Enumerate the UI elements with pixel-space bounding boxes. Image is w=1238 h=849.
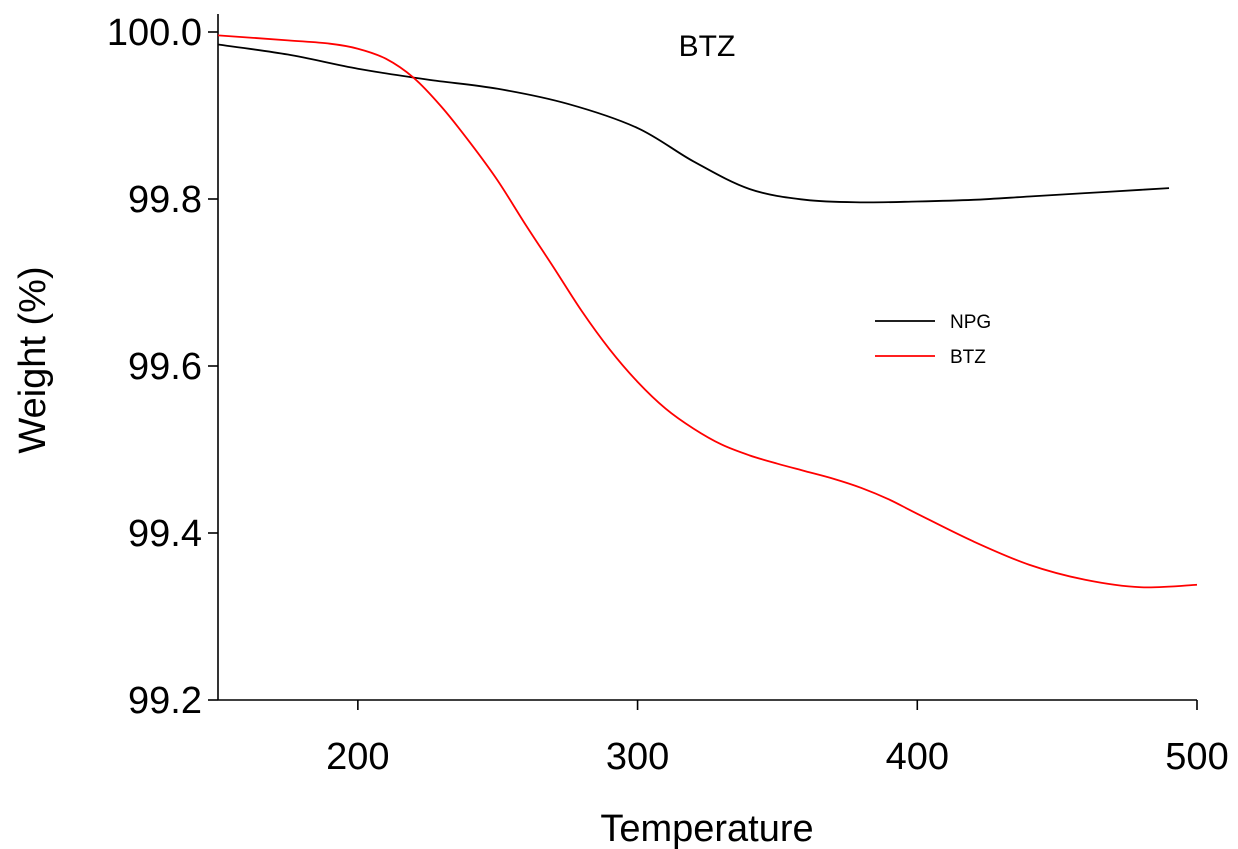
y-axis-title: Weight (%) [12,266,54,453]
legend-label-npg: NPG [950,312,991,333]
x-tick-label: 200 [326,736,389,778]
legend: NPG BTZ [875,312,991,368]
chart-title: BTZ [679,30,736,63]
plot-area: 99.2 99.4 99.6 99.8 100.0 200 300 400 500 [107,12,1229,778]
y-tick-label: 100.0 [107,12,202,54]
x-tick-label: 300 [606,736,669,778]
y-tick-label: 99.4 [128,513,202,555]
x-axis-title: Temperature [600,808,813,849]
y-tick-label: 99.6 [128,346,202,388]
y-ticks: 99.2 99.4 99.6 99.8 100.0 [107,12,218,722]
x-tick-label: 400 [886,736,949,778]
x-tick-label: 500 [1165,736,1228,778]
y-tick-label: 99.2 [128,680,202,722]
x-ticks: 200 300 400 500 [326,700,1229,778]
series-group [217,34,1198,589]
y-tick-label: 99.8 [128,179,202,221]
series-line-btz [217,34,1198,589]
series-line-npg [217,43,1170,204]
legend-label-btz: BTZ [950,347,986,368]
